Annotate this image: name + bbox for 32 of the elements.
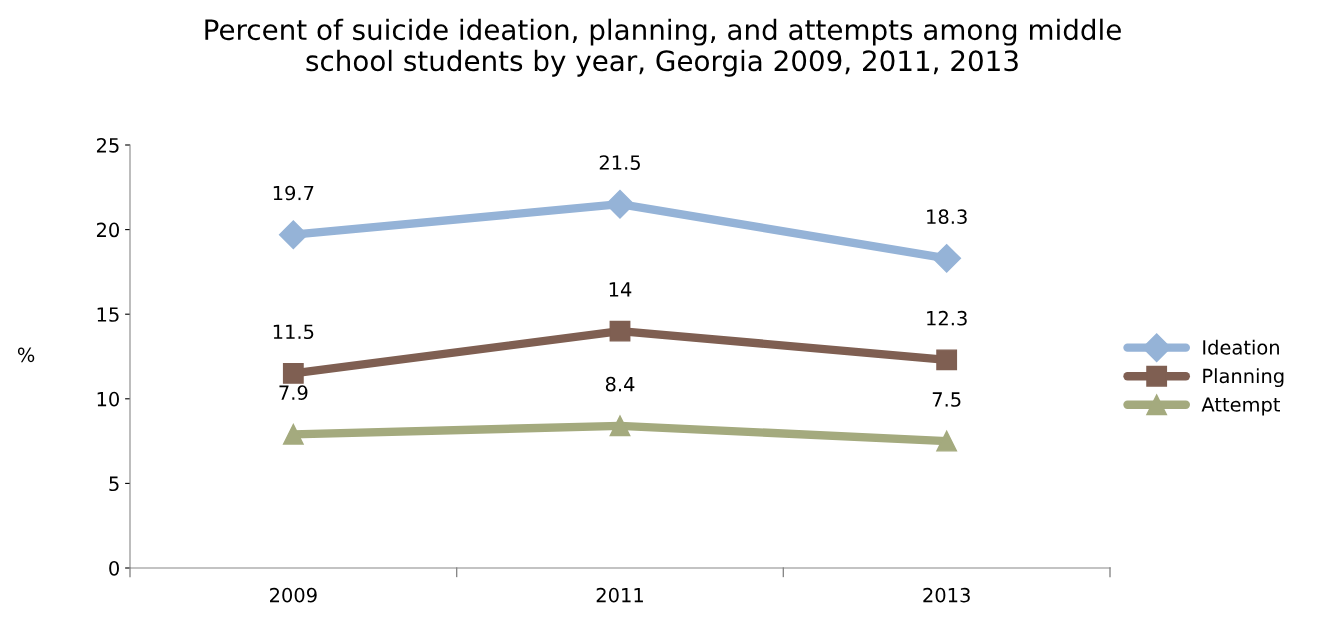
point <box>609 320 631 342</box>
data-label: 11.5 <box>273 324 314 340</box>
y-tick-label: 0 <box>109 560 119 576</box>
y-tick-label: 5 <box>109 476 119 492</box>
x-tick-label: 2009 <box>270 587 317 603</box>
data-label: 14 <box>609 282 632 297</box>
data-label: 8.4 <box>605 376 635 392</box>
data-label: 21.5 <box>599 155 640 170</box>
legend-label: Ideation <box>1203 339 1279 355</box>
data-label: 18.3 <box>927 209 967 225</box>
point <box>282 423 304 445</box>
point <box>609 415 631 437</box>
chart-title: Percent of suicide ideation, planning, and attempts among middle school students by year, Georgia 2009, 2011, 2013 <box>205 18 1121 77</box>
point <box>605 189 635 219</box>
y-tick-label: 10 <box>97 391 119 407</box>
x-tick-label: 2013 <box>923 587 970 603</box>
point <box>936 349 958 371</box>
y-axis-title: % <box>17 347 35 363</box>
y-tick-label: 20 <box>96 222 119 238</box>
data-label: 7.9 <box>279 385 308 401</box>
y-tick-label: 25 <box>96 137 119 153</box>
point <box>282 363 304 384</box>
data-label: 7.5 <box>932 392 961 407</box>
legend-label: Planning <box>1203 368 1284 388</box>
point <box>932 243 962 273</box>
data-label: 12.3 <box>927 310 967 326</box>
legend-label: Attempt <box>1201 397 1280 416</box>
x-tick-label: 2011 <box>596 587 643 603</box>
data-label: 19.7 <box>273 185 314 201</box>
y-tick-label: 15 <box>97 307 119 322</box>
point <box>278 220 308 250</box>
point <box>936 430 958 452</box>
